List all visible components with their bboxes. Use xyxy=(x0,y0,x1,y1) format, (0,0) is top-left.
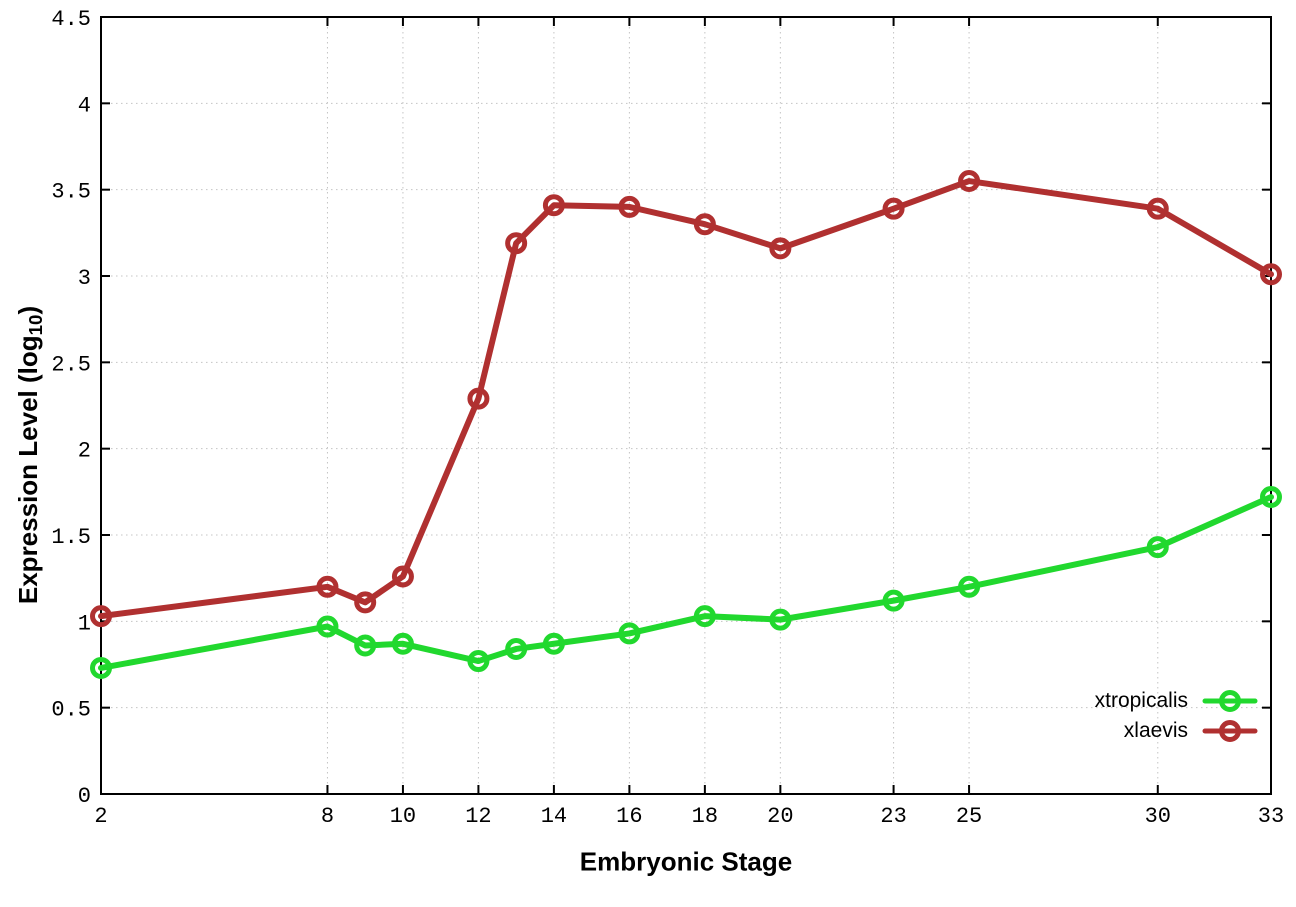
legend-marker-xlaevis xyxy=(1202,720,1258,742)
data-point-xtropicalis-16 xyxy=(618,622,641,645)
series-line-xtropicalis xyxy=(98,494,1274,671)
legend-item-xlaevis: xlaevis xyxy=(1095,716,1258,746)
legend-label-xlaevis: xlaevis xyxy=(1123,719,1188,742)
data-point-xlaevis-16 xyxy=(618,195,641,218)
tick-marks xyxy=(100,16,1272,795)
x-tick-label: 2 xyxy=(94,804,107,829)
data-point-xlaevis-8 xyxy=(316,575,339,598)
data-point-xlaevis-10 xyxy=(391,565,414,588)
y-tick-label: 0 xyxy=(78,784,91,809)
data-point-xtropicalis-2 xyxy=(90,656,112,679)
x-tick-label: 10 xyxy=(390,804,416,829)
x-tick-labels: 2 8 10 12 14 16 18 20 23 25 30 33 xyxy=(94,804,1284,829)
data-point-xtropicalis-18 xyxy=(693,605,716,628)
data-point-xlaevis-2 xyxy=(90,605,112,628)
data-point-xlaevis-33 xyxy=(1260,263,1282,286)
y-tick-label: 0.5 xyxy=(51,698,91,723)
data-point-xtropicalis-25 xyxy=(958,575,981,598)
data-point-xlaevis-9 xyxy=(354,591,377,614)
y-axis-title-subscript: 10 xyxy=(25,314,47,336)
y-tick-label: 4.5 xyxy=(51,7,91,32)
x-tick-label: 8 xyxy=(321,804,334,829)
data-point-xtropicalis-8 xyxy=(316,615,339,638)
y-tick-label: 2 xyxy=(78,439,91,464)
x-tick-label: 14 xyxy=(541,804,567,829)
x-tick-label: 12 xyxy=(465,804,491,829)
series-xtropicalis xyxy=(90,486,1282,679)
data-point-xlaevis-25 xyxy=(958,170,981,193)
data-point-xlaevis-14 xyxy=(542,194,565,217)
x-tick-label: 20 xyxy=(767,804,793,829)
data-point-xlaevis-13 xyxy=(505,232,528,255)
gridlines xyxy=(101,17,1271,794)
x-tick-label: 23 xyxy=(880,804,906,829)
x-tick-label: 25 xyxy=(956,804,982,829)
y-tick-labels: 0 0.5 1 1.5 2 2.5 3 3.5 4 4.5 xyxy=(51,7,91,809)
x-tick-label: 30 xyxy=(1145,804,1171,829)
legend: xtropicalis xlaevis xyxy=(1095,686,1258,746)
y-tick-label: 4 xyxy=(78,93,91,118)
data-point-xtropicalis-20 xyxy=(769,608,792,631)
x-tick-label: 33 xyxy=(1258,804,1284,829)
series-line-xlaevis xyxy=(98,178,1274,620)
data-point-xtropicalis-14 xyxy=(542,632,565,655)
data-point-xlaevis-12 xyxy=(467,387,490,410)
x-axis-title: Embryonic Stage xyxy=(579,846,793,877)
data-point-xlaevis-18 xyxy=(693,213,716,236)
y-axis-title: Expression Level (log10) xyxy=(13,306,47,604)
legend-item-xtropicalis: xtropicalis xyxy=(1095,686,1258,716)
y-tick-label: 2.5 xyxy=(51,352,91,377)
data-point-xtropicalis-23 xyxy=(882,589,905,612)
plot-border xyxy=(100,16,1272,795)
data-point-xlaevis-23 xyxy=(882,197,905,220)
legend-label-xtropicalis: xtropicalis xyxy=(1094,689,1188,712)
data-point-xtropicalis-12 xyxy=(467,650,490,673)
y-tick-label: 3 xyxy=(78,266,91,291)
data-point-xtropicalis-9 xyxy=(354,634,377,657)
data-point-xtropicalis-10 xyxy=(391,632,414,655)
data-point-xlaevis-30 xyxy=(1146,197,1169,220)
legend-marker-xtropicalis xyxy=(1202,690,1258,712)
y-tick-label: 1.5 xyxy=(51,525,91,550)
y-tick-label: 1 xyxy=(78,611,91,636)
data-point-xtropicalis-13 xyxy=(505,637,528,660)
series-xlaevis xyxy=(90,170,1282,628)
data-point-xtropicalis-30 xyxy=(1146,536,1169,559)
x-tick-label: 18 xyxy=(692,804,718,829)
y-axis-title-close: ) xyxy=(12,305,43,315)
y-axis-title-main: Expression Level (log xyxy=(12,335,43,605)
data-point-xlaevis-20 xyxy=(769,237,792,260)
y-tick-label: 3.5 xyxy=(51,180,91,205)
x-tick-label: 16 xyxy=(616,804,642,829)
data-point-xtropicalis-33 xyxy=(1260,486,1282,509)
